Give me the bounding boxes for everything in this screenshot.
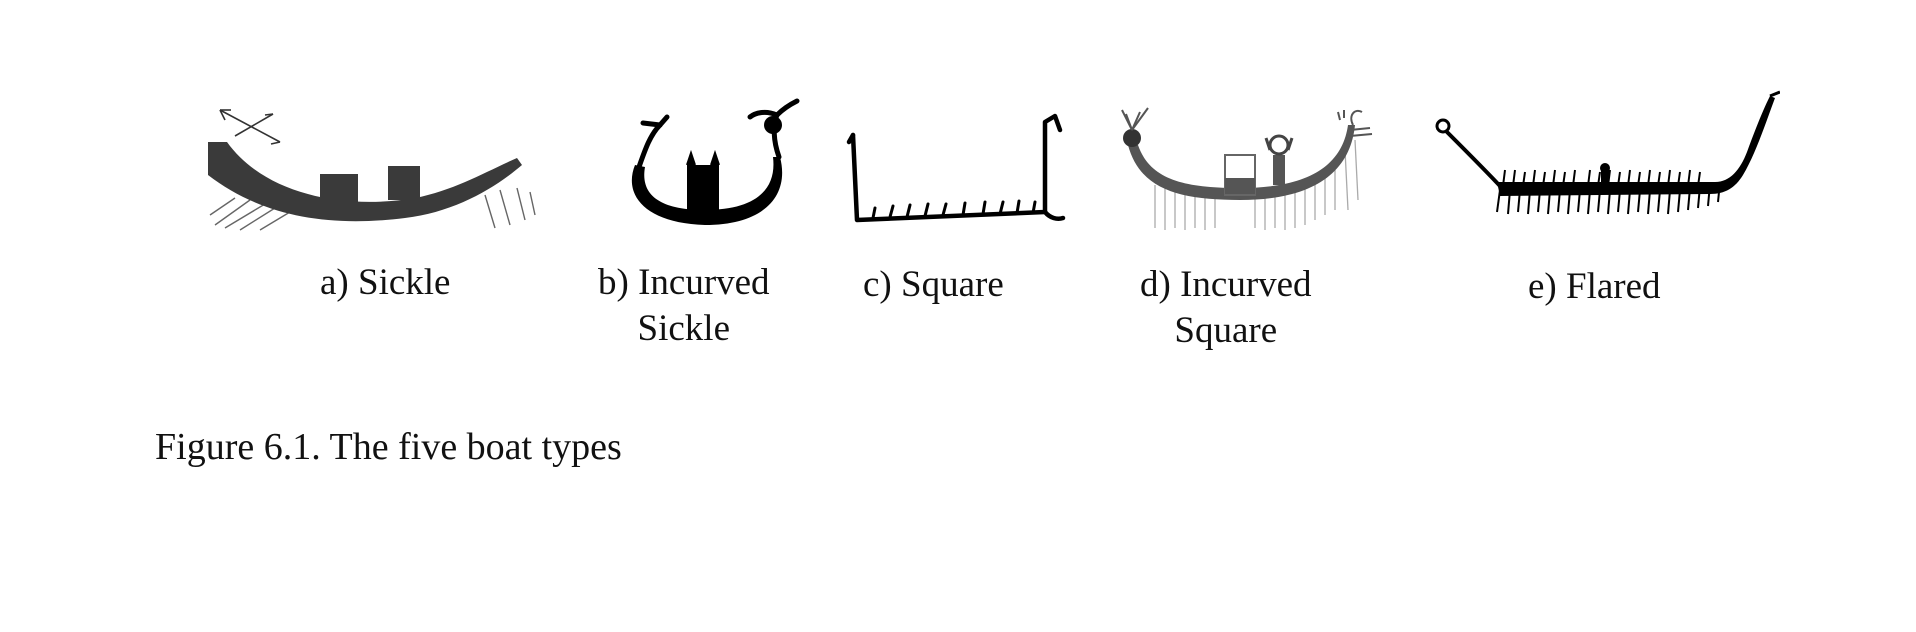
incurved-sickle-boat-icon (615, 95, 800, 235)
boat-types-figure: a) Sickle b) Incurved Sickle (205, 90, 1780, 354)
figure-caption: Figure 6.1. The five boat types (155, 426, 622, 468)
flared-boat-icon (1425, 90, 1780, 225)
sickle-boat-icon (205, 100, 545, 235)
incurved-square-boat-icon (1110, 100, 1385, 235)
panel-label-b-line1: b) Incurved (598, 262, 770, 303)
panel-label-e: e) Flared (1528, 266, 1661, 307)
panel-label-d-line1: d) Incurved (1140, 264, 1312, 305)
panel-label-c: c) Square (863, 264, 1004, 305)
square-boat-icon (845, 110, 1070, 230)
panel-label-d: d) Incurved Square (1140, 262, 1312, 354)
panel-label-a: a) Sickle (320, 262, 451, 303)
panel-label-d-line2: Square (1174, 310, 1278, 351)
panel-label-b: b) Incurved Sickle (598, 260, 770, 352)
panel-label-b-line2: Sickle (637, 308, 731, 349)
